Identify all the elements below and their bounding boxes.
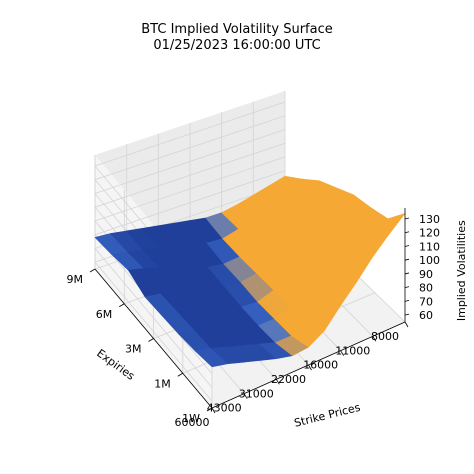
strike-tick (340, 350, 345, 356)
expiry-tick (148, 338, 154, 342)
chart-title: BTC Implied Volatility Surface (141, 22, 333, 37)
strike-tick (275, 379, 280, 385)
vol-tick (404, 245, 410, 247)
expiry-tick-label: 3M (125, 343, 142, 356)
vol-tick (404, 286, 410, 289)
vol-tick-label: 90 (419, 268, 433, 281)
expiry-tick (177, 372, 183, 377)
vol-tick-label: 80 (419, 282, 433, 295)
strike-tick-label: 16000 (303, 359, 338, 372)
strike-tick-label: 11000 (335, 344, 370, 357)
expiry-tick (119, 303, 125, 308)
strike-tick-label: 31000 (239, 387, 274, 400)
expiry-tick-label: 1W (182, 412, 200, 425)
strike-tick-label: 60000 (175, 416, 210, 429)
vol-axis-title: Implied Volatilities (455, 220, 468, 321)
vol-tick (404, 217, 410, 220)
strike-axis-title: Strike Prices (293, 401, 362, 430)
strike-tick-label: 43000 (207, 402, 242, 415)
expiry-tick (206, 407, 213, 412)
vol-tick (404, 300, 410, 302)
strike-tick (372, 336, 377, 342)
vol-tick (404, 272, 410, 275)
vol-tick-label: 60 (419, 309, 433, 322)
vol-tick-label: 100 (419, 254, 440, 267)
strike-tick (243, 393, 248, 399)
vol-tick (404, 258, 410, 261)
strike-tick-label: 8000 (371, 330, 399, 343)
chart-title-block: BTC Implied Volatility Surface 01/25/202… (0, 22, 474, 54)
vol-tick-label: 120 (419, 227, 440, 240)
vol-tick (404, 313, 410, 316)
expiry-tick (89, 268, 96, 273)
grid-line-z (94, 184, 286, 388)
expiry-tick-label: 9M (67, 273, 84, 286)
chart-subtitle: 01/25/2023 16:00:00 UTC (153, 38, 321, 53)
surface-patch (371, 212, 406, 238)
strike-tick (308, 364, 312, 371)
strike-tick (404, 321, 409, 328)
vol-tick-label: 130 (419, 213, 440, 226)
vol-tick-label: 110 (419, 241, 440, 254)
strike-tick (211, 407, 216, 414)
expiry-tick-label: 6M (96, 308, 113, 321)
expiry-tick-label: 1M (154, 377, 171, 390)
vol-tick (404, 231, 410, 234)
vol-tick-label: 70 (419, 295, 433, 308)
strike-tick-label: 22000 (271, 373, 306, 386)
vol-surface (94, 175, 406, 368)
